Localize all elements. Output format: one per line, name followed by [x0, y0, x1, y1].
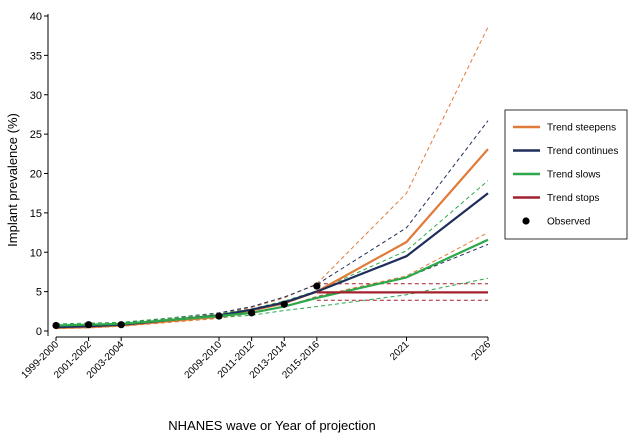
y-tick-label: 5: [36, 287, 42, 299]
y-tick-label: 30: [30, 90, 42, 102]
x-axis-title: NHANES wave or Year of projection: [168, 418, 375, 433]
legend-label-observed: Observed: [547, 217, 590, 228]
trend-steepens-ci-lower: [55, 232, 489, 330]
y-tick-label: 25: [30, 129, 42, 141]
observed-point: [85, 321, 93, 329]
observed-point: [52, 321, 60, 330]
legend-swatch-observed: [522, 217, 530, 225]
y-ticks: 0 5 10 15 20 25 30 35 40: [30, 11, 48, 338]
observed-point: [215, 312, 223, 320]
confidence-interval-lines: [55, 26, 489, 330]
y-tick-label: 10: [30, 247, 42, 259]
legend-label-trend-slows: Trend slows: [547, 170, 601, 181]
observed-point: [313, 282, 321, 290]
y-axis-title: Implant prevalence (%): [5, 113, 20, 247]
y-tick-label: 0: [36, 326, 42, 338]
legend-label-trend-steepens: Trend steepens: [547, 123, 616, 134]
trend-slows-ci-lower: [55, 277, 489, 327]
axes: [47, 14, 488, 338]
trend-slows-line: [55, 238, 489, 327]
trend-steepens-ci-upper: [55, 26, 489, 327]
legend-label-trend-continues: Trend continues: [547, 146, 618, 157]
y-tick-label: 20: [30, 169, 42, 181]
legend: Trend steepens Trend continues Trend slows…: [504, 109, 628, 240]
observed-point: [117, 321, 125, 329]
observed-point: [248, 309, 256, 317]
observed-points: [52, 282, 321, 330]
trend-slows-ci-upper: [55, 180, 489, 325]
x-tick-label: 2026: [470, 339, 494, 363]
x-tick-label: 2021: [388, 339, 412, 363]
y-tick-label: 35: [30, 50, 42, 62]
y-tick-label: 40: [30, 11, 42, 23]
legend-label-trend-stops: Trend stops: [547, 193, 599, 204]
observed-point: [280, 300, 288, 308]
y-tick-label: 15: [30, 208, 42, 220]
trend-continues-ci-lower: [55, 243, 489, 329]
